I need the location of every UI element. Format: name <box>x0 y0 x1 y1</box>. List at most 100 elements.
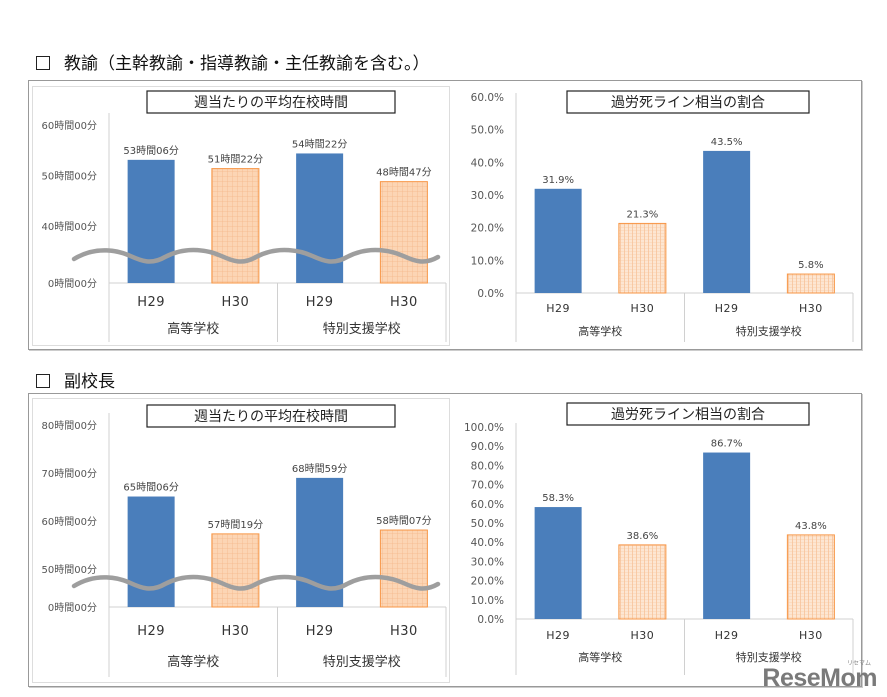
bar-h30 <box>211 533 260 608</box>
y-tick-label: 0.0% <box>477 614 504 626</box>
y-tick-label: 50時間00分 <box>42 171 97 183</box>
y-tick-label: 10.0% <box>471 595 504 607</box>
y-tick-label: 80時間00分 <box>42 420 97 432</box>
data-label: 31.9% <box>542 175 574 186</box>
hours-chart-teachers: 0時間00分 40時間00分 50時間00分 60時間00分 53時間06分 H29 51時… <box>42 90 447 342</box>
category-label: H30 <box>221 295 249 310</box>
y-tick-label: 70時間00分 <box>42 468 97 480</box>
category-label: H29 <box>546 302 570 315</box>
y-tick-label: 50時間00分 <box>42 564 97 576</box>
bar-h29 <box>127 159 175 283</box>
category-label: H30 <box>390 295 418 310</box>
group-label: 高等学校 <box>578 650 622 664</box>
bar-h30 <box>379 181 428 284</box>
y-tick-label: 40時間00分 <box>42 221 97 233</box>
group-label: 特別支援学校 <box>323 654 401 670</box>
category-label: H30 <box>799 302 823 315</box>
data-label: 48時間47分 <box>376 167 431 179</box>
y-tick-label: 70.0% <box>471 480 504 492</box>
y-tick-label: 40.0% <box>471 157 504 169</box>
y-tick-label: 40.0% <box>471 537 504 549</box>
chart-panel-ratio-vice-principal: 0.0% 10.0% 20.0% 30.0% 40.0% 50.0% 60.0% 70.0% 8… <box>452 398 858 683</box>
y-tick-label: 60.0% <box>471 92 504 104</box>
data-label: 53時間06分 <box>123 145 178 157</box>
y-tick-label: 50.0% <box>471 125 504 137</box>
category-label: H30 <box>221 624 249 639</box>
data-label: 58.3% <box>542 493 574 504</box>
bar-h29 <box>534 188 582 293</box>
y-tick-label: 90.0% <box>471 441 504 453</box>
data-label: 38.6% <box>626 531 658 542</box>
y-tick-label: 0時間00分 <box>48 602 97 614</box>
data-label: 86.7% <box>711 439 743 450</box>
section-heading-vice-principal: 副校長 <box>36 367 115 392</box>
section-heading-text: 教諭（主幹教諭・指導教諭・主任教諭を含む。） <box>64 54 430 74</box>
chart-title: 過労死ライン相当の割合 <box>611 406 765 423</box>
section-heading-teachers: 教諭（主幹教諭・指導教諭・主任教諭を含む。） <box>36 49 430 74</box>
chart-title: 週当たりの平均在校時間 <box>194 94 348 111</box>
ratio-chart-vice-principal: 0.0% 10.0% 20.0% 30.0% 40.0% 50.0% 60.0% 70.0% 8… <box>464 402 854 675</box>
category-label: H29 <box>306 624 334 639</box>
data-label: 5.8% <box>798 260 823 271</box>
category-label: H30 <box>799 629 823 642</box>
y-tick-label: 60.0% <box>471 499 504 511</box>
data-label: 54時間22分 <box>292 138 347 150</box>
category-label: H29 <box>546 629 570 642</box>
bar-h29 <box>703 452 751 619</box>
data-label: 21.3% <box>626 209 658 220</box>
category-label: H30 <box>390 624 418 639</box>
y-tick-label: 10.0% <box>471 255 504 267</box>
data-label: 43.8% <box>795 521 827 532</box>
group-label: 特別支援学校 <box>736 324 802 338</box>
y-tick-label: 0.0% <box>477 288 504 300</box>
category-label: H29 <box>715 302 739 315</box>
y-tick-label: 60時間00分 <box>42 516 97 528</box>
group-label: 特別支援学校 <box>736 650 802 664</box>
category-label: H29 <box>137 624 165 639</box>
checkbox-square-icon <box>36 56 50 70</box>
group-label: 高等学校 <box>167 321 219 337</box>
chart-title-box <box>146 90 396 114</box>
chart-panel-ratio-teachers: 0.0% 10.0% 20.0% 30.0% 40.0% 50.0% 60.0% 31.9% H… <box>452 86 858 346</box>
section-heading-text: 副校長 <box>64 372 115 392</box>
category-label: H30 <box>630 302 654 315</box>
chart-title-box <box>146 404 396 428</box>
chart-title: 過労死ライン相当の割合 <box>611 94 765 111</box>
chart-title: 週当たりの平均在校時間 <box>194 408 348 425</box>
bar-h29 <box>703 150 751 293</box>
chart-panel-hours-vice-principal: 0時間00分 50時間00分 60時間00分 70時間00分 80時間00分 65時間06… <box>32 398 450 683</box>
y-tick-label: 0時間00分 <box>48 278 97 290</box>
y-tick-label: 30.0% <box>471 190 504 202</box>
category-label: H29 <box>137 295 165 310</box>
bar-h30 <box>618 222 667 294</box>
y-tick-label: 20.0% <box>471 223 504 235</box>
bar-h29 <box>296 153 344 283</box>
group-label: 特別支援学校 <box>323 321 401 337</box>
chart-panel-hours-teachers: 0時間00分 40時間00分 50時間00分 60時間00分 53時間06分 H29 51時… <box>32 86 450 346</box>
y-tick-label: 20.0% <box>471 576 504 588</box>
y-tick-label: 100.0% <box>464 422 504 434</box>
checkbox-square-icon <box>36 374 50 388</box>
category-label: H29 <box>306 295 334 310</box>
logo-text: ReseMom <box>762 664 877 692</box>
group-label: 高等学校 <box>167 654 219 670</box>
y-tick-label: 30.0% <box>471 556 504 568</box>
bar-h30 <box>786 273 835 294</box>
y-tick-label: 60時間00分 <box>42 120 97 132</box>
bar-h30 <box>786 534 835 620</box>
bar-h30 <box>211 168 260 284</box>
ratio-chart-teachers: 0.0% 10.0% 20.0% 30.0% 40.0% 50.0% 60.0% 31.9% H… <box>471 90 854 342</box>
data-label: 51時間22分 <box>208 154 263 166</box>
hours-chart-vice-principal: 0時間00分 50時間00分 60時間00分 70時間00分 80時間00分 65時間06… <box>42 404 447 677</box>
y-tick-label: 80.0% <box>471 460 504 472</box>
resemom-logo: リセマム ReseMom <box>762 661 877 693</box>
data-label: 68時間59分 <box>292 463 347 475</box>
axis-break-wave <box>71 574 441 591</box>
bar-h30 <box>618 544 667 620</box>
chart-title-box <box>566 90 810 114</box>
group-label: 高等学校 <box>578 324 622 338</box>
data-label: 65時間06分 <box>123 482 178 494</box>
logo-subtext: リセマム <box>846 661 871 667</box>
data-label: 57時間19分 <box>208 519 263 531</box>
category-label: H29 <box>715 629 739 642</box>
